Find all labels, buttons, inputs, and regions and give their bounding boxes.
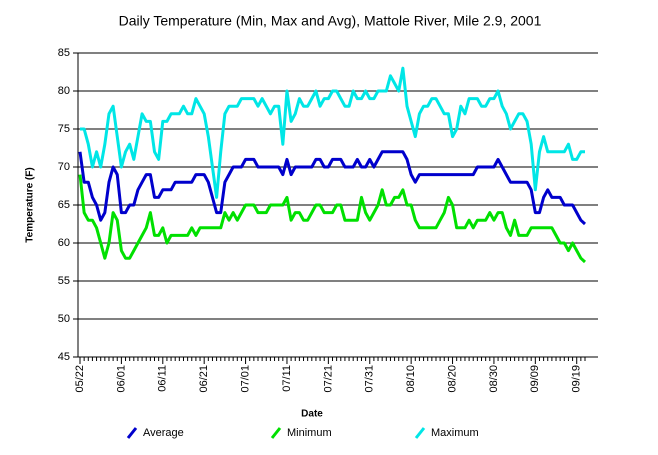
legend-label: Average: [143, 427, 184, 439]
y-tick-label: 65: [58, 199, 70, 211]
y-tick-label: 55: [58, 275, 70, 287]
series-line: [78, 150, 587, 226]
x-tick-label: 07/31: [364, 365, 376, 393]
legend-label: Maximum: [431, 427, 479, 439]
x-tick-label: 07/01: [239, 365, 251, 393]
x-tick-label: 07/11: [281, 365, 293, 392]
legend-swatch: [270, 427, 282, 439]
x-tick-label: 06/11: [157, 365, 169, 392]
y-tick-label: 85: [58, 47, 70, 59]
y-tick-label: 50: [58, 313, 70, 325]
x-tick-label: 06/21: [198, 365, 210, 393]
y-tick-label: 60: [58, 237, 70, 249]
y-axis-title: Temperature (F): [25, 167, 36, 242]
x-tick-label: 07/21: [322, 365, 334, 393]
chart-title: Daily Temperature (Min, Max and Avg), Ma…: [119, 13, 542, 29]
y-tick-label: 75: [58, 123, 70, 135]
x-tick-label: 05/22: [74, 365, 86, 393]
x-tick-label: 09/19: [571, 365, 583, 393]
series-line: [78, 174, 587, 264]
x-tick-label: 08/10: [405, 365, 417, 393]
legend-swatch: [126, 427, 138, 439]
y-tick-label: 70: [58, 161, 70, 173]
series-line: [80, 66, 585, 199]
y-tick-label: 80: [58, 85, 70, 97]
x-axis-title: Date: [301, 409, 323, 420]
legend-swatch: [414, 427, 426, 439]
x-tick-label: 09/09: [529, 365, 541, 393]
x-tick-label: 06/01: [115, 365, 127, 393]
x-tick-label: 08/20: [446, 365, 458, 393]
x-tick-label: 08/30: [488, 365, 500, 393]
y-tick-label: 45: [58, 351, 70, 363]
legend-label: Minimum: [287, 427, 332, 439]
